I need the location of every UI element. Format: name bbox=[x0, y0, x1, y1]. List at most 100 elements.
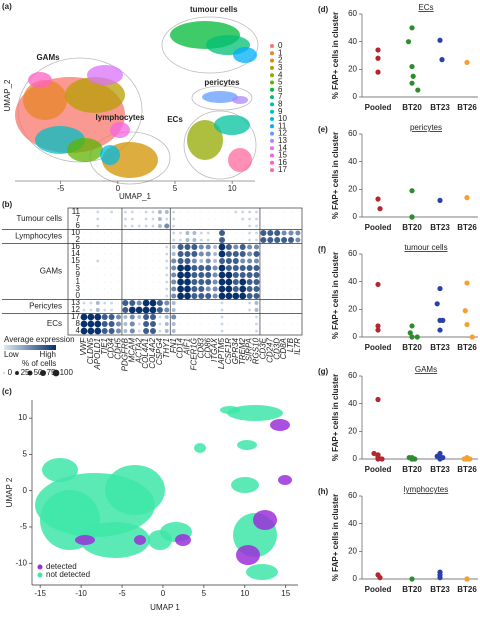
dot bbox=[129, 328, 135, 334]
dot bbox=[164, 210, 169, 214]
gene-label: CD86 bbox=[203, 337, 212, 358]
dot bbox=[283, 267, 285, 269]
dot bbox=[200, 225, 202, 227]
dot bbox=[220, 315, 224, 319]
y-axis-label: UMAP 2 bbox=[5, 477, 14, 507]
dot bbox=[262, 295, 264, 297]
dot bbox=[97, 246, 99, 248]
dot bbox=[152, 260, 154, 262]
dot bbox=[242, 302, 244, 304]
x-tick-label: BT26 bbox=[457, 465, 477, 474]
dot bbox=[212, 279, 218, 285]
dot bbox=[124, 267, 126, 269]
dot bbox=[177, 292, 185, 300]
dot bbox=[290, 225, 292, 227]
legend-label: 12 bbox=[278, 129, 287, 138]
gene-label: CD3D bbox=[272, 338, 281, 360]
dot bbox=[104, 239, 106, 241]
dot bbox=[239, 250, 246, 258]
dot bbox=[149, 320, 157, 328]
dot bbox=[171, 265, 177, 271]
cluster-cloud bbox=[28, 72, 52, 88]
dot bbox=[207, 225, 209, 227]
y-tick-label: 20 bbox=[348, 426, 357, 435]
dot bbox=[249, 316, 251, 318]
legend-swatch bbox=[270, 160, 274, 165]
panel-label: (h) bbox=[318, 487, 329, 496]
gene-label: CSF1R bbox=[224, 338, 233, 364]
dot bbox=[205, 278, 212, 286]
dot bbox=[297, 225, 299, 227]
dot bbox=[177, 278, 185, 286]
x-tick-label: BT20 bbox=[402, 585, 422, 594]
dot bbox=[232, 285, 239, 293]
dot bbox=[276, 260, 278, 262]
dot bbox=[111, 232, 113, 234]
dot bbox=[104, 253, 106, 255]
dot bbox=[276, 302, 278, 304]
dot bbox=[118, 232, 119, 234]
dot bbox=[207, 330, 209, 332]
dot bbox=[269, 260, 271, 262]
dot bbox=[104, 232, 106, 234]
dot bbox=[179, 238, 183, 242]
dot bbox=[165, 259, 169, 263]
dot bbox=[97, 288, 99, 290]
dot bbox=[269, 330, 271, 332]
dot bbox=[83, 211, 85, 213]
data-point bbox=[437, 327, 443, 333]
legend-label: 9 bbox=[278, 107, 283, 116]
legend-label: 14 bbox=[278, 143, 287, 152]
dot bbox=[149, 299, 157, 307]
dot bbox=[297, 260, 299, 262]
cell-cloud bbox=[175, 534, 191, 546]
dot bbox=[253, 258, 260, 264]
dot bbox=[166, 232, 168, 234]
gene-label: ACTA2 bbox=[134, 337, 143, 364]
dot bbox=[180, 309, 182, 311]
dot bbox=[159, 239, 161, 241]
cluster-annotation: tumour cells bbox=[190, 5, 238, 14]
dot bbox=[248, 210, 252, 214]
dot bbox=[200, 302, 202, 304]
dot bbox=[131, 281, 133, 283]
dot bbox=[165, 217, 169, 221]
dot bbox=[276, 253, 278, 255]
dot bbox=[80, 320, 88, 328]
dot bbox=[235, 323, 237, 325]
dot bbox=[103, 301, 107, 305]
dot bbox=[248, 231, 252, 235]
dot bbox=[193, 218, 195, 220]
dot bbox=[165, 252, 169, 256]
dot bbox=[159, 267, 161, 269]
dot bbox=[255, 224, 258, 228]
gene-label: CLDN5 bbox=[86, 337, 95, 364]
dot bbox=[253, 244, 260, 250]
dot bbox=[232, 264, 239, 272]
dot bbox=[138, 211, 140, 213]
dot bbox=[269, 274, 271, 276]
dot bbox=[193, 302, 195, 304]
dot bbox=[118, 211, 119, 213]
gene-label: LTB bbox=[286, 337, 295, 352]
row-group-label: GAMs bbox=[40, 267, 62, 276]
dot bbox=[193, 309, 195, 311]
dot bbox=[206, 231, 210, 235]
row-label: 7 bbox=[76, 214, 81, 223]
dot bbox=[297, 288, 299, 290]
legend-swatch bbox=[270, 124, 274, 129]
dot bbox=[221, 211, 223, 213]
dot bbox=[191, 285, 198, 293]
dot bbox=[239, 271, 246, 279]
dot bbox=[177, 243, 184, 251]
x-tick-label: Pooled bbox=[365, 465, 392, 474]
dot bbox=[242, 232, 244, 234]
legend-swatch bbox=[270, 80, 274, 85]
dot bbox=[111, 288, 113, 290]
dot bbox=[177, 271, 185, 279]
dot bbox=[212, 272, 218, 278]
y-tick-label: 0 bbox=[23, 486, 28, 495]
dot bbox=[297, 295, 299, 297]
dot bbox=[200, 323, 202, 325]
